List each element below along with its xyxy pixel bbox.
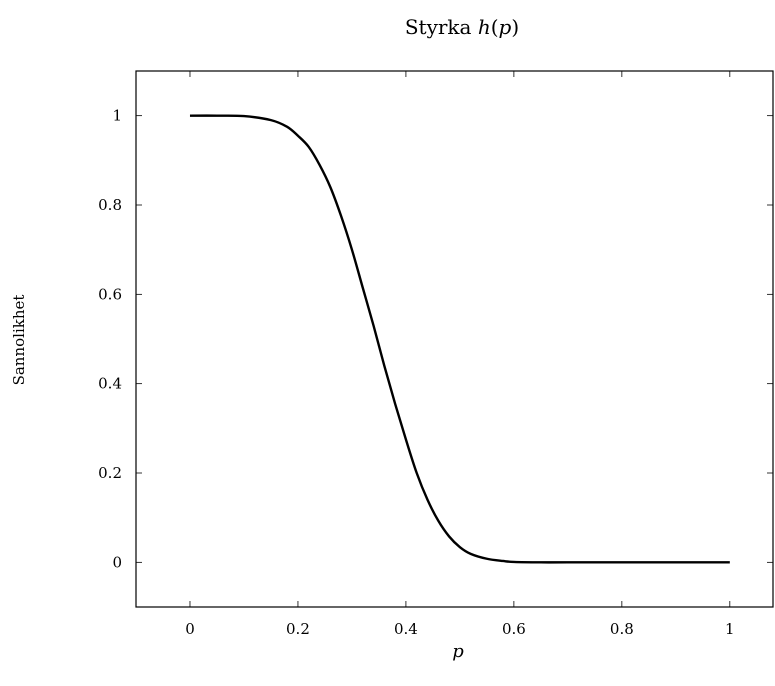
- plot-frame: [135, 70, 774, 608]
- x-tick-label: 0.8: [610, 620, 634, 638]
- x-axis-ticks: 0 0.2 0.4 0.6 0.8 1: [185, 71, 735, 638]
- y-axis-label: Sannolikhet: [10, 295, 28, 386]
- x-tick-label: 0.4: [394, 620, 418, 638]
- y-tick-label: 0: [112, 553, 122, 571]
- y-tick-label: 0.2: [98, 464, 122, 482]
- x-tick-label: 0.6: [502, 620, 526, 638]
- y-tick-label: 0.4: [98, 375, 122, 393]
- y-tick-label: 0.6: [98, 285, 122, 303]
- y-tick-label: 0.8: [98, 196, 122, 214]
- x-tick-label: 1: [725, 620, 735, 638]
- x-tick-label: 0: [185, 620, 195, 638]
- y-axis-ticks: 0 0.2 0.4 0.6 0.8 1: [98, 107, 773, 571]
- chart-title: Styrka h(p): [405, 15, 519, 39]
- y-tick-label: 1: [112, 107, 122, 125]
- series-line-power-curve: [189, 114, 730, 564]
- x-axis-label: p: [452, 641, 464, 662]
- x-tick-label: 0.2: [286, 620, 310, 638]
